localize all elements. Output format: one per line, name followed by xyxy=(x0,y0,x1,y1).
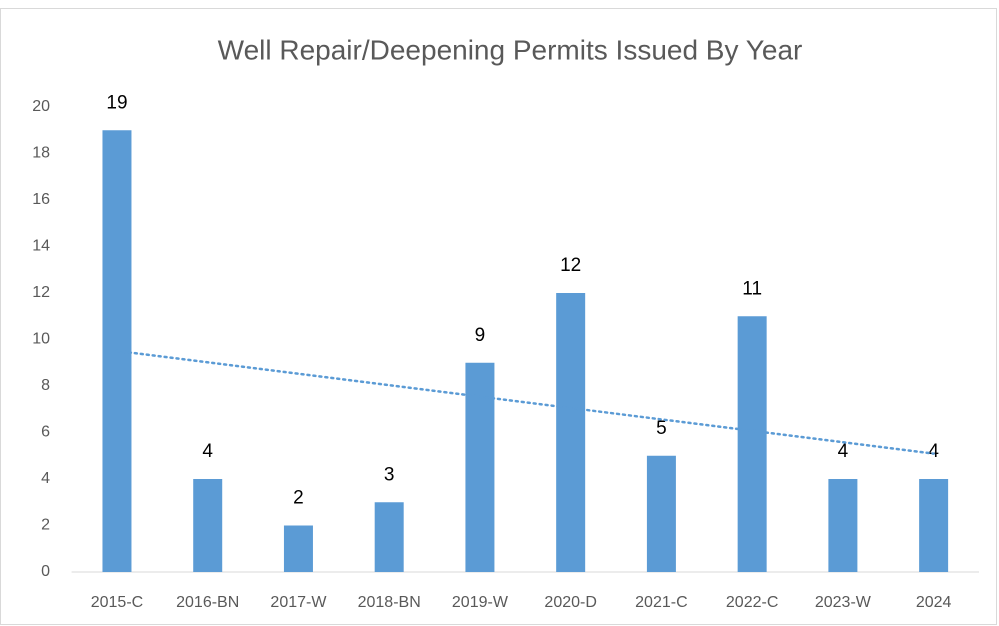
x-tick-label: 2024 xyxy=(916,594,952,611)
x-tick-label: 2021-C xyxy=(635,594,687,611)
y-tick-label: 10 xyxy=(32,331,50,348)
x-tick-label: 2016-BN xyxy=(176,594,239,611)
x-tick-label: 2023-W xyxy=(815,594,872,611)
bar xyxy=(646,455,676,572)
data-label: 4 xyxy=(202,441,213,462)
data-label: 5 xyxy=(656,418,667,439)
data-label: 4 xyxy=(838,441,849,462)
chart-title: Well Repair/Deepening Permits Issued By … xyxy=(218,34,803,65)
trendline xyxy=(115,349,935,455)
x-tick-label: 2019-W xyxy=(452,594,509,611)
y-tick-label: 18 xyxy=(32,145,50,162)
bar xyxy=(737,316,767,572)
y-tick-label: 6 xyxy=(41,424,50,441)
y-tick-label: 4 xyxy=(41,470,50,487)
x-tick-label: 2017-W xyxy=(270,594,327,611)
x-tick-label: 2020-D xyxy=(544,594,596,611)
bar xyxy=(193,479,223,572)
x-tick-label: 2022-C xyxy=(726,594,778,611)
x-tick-label: 2018-BN xyxy=(358,594,421,611)
y-tick-label: 14 xyxy=(32,238,50,255)
y-tick-label: 2 xyxy=(41,517,50,534)
y-tick-label: 20 xyxy=(32,98,50,115)
bar xyxy=(556,293,586,572)
data-label: 2 xyxy=(293,488,304,509)
data-label: 3 xyxy=(384,464,395,485)
data-label: 12 xyxy=(560,255,581,276)
data-label: 9 xyxy=(475,325,486,346)
y-tick-label: 0 xyxy=(41,563,50,580)
y-tick-label: 12 xyxy=(32,284,50,301)
data-label: 11 xyxy=(742,278,762,299)
bar xyxy=(283,525,313,572)
data-label: 4 xyxy=(928,441,939,462)
bar xyxy=(374,502,404,572)
y-tick-label: 8 xyxy=(41,377,50,394)
data-label: 19 xyxy=(106,92,127,113)
bar xyxy=(828,479,858,572)
bar xyxy=(919,479,949,572)
y-tick-label: 16 xyxy=(32,191,50,208)
x-tick-label: 2015-C xyxy=(91,594,143,611)
